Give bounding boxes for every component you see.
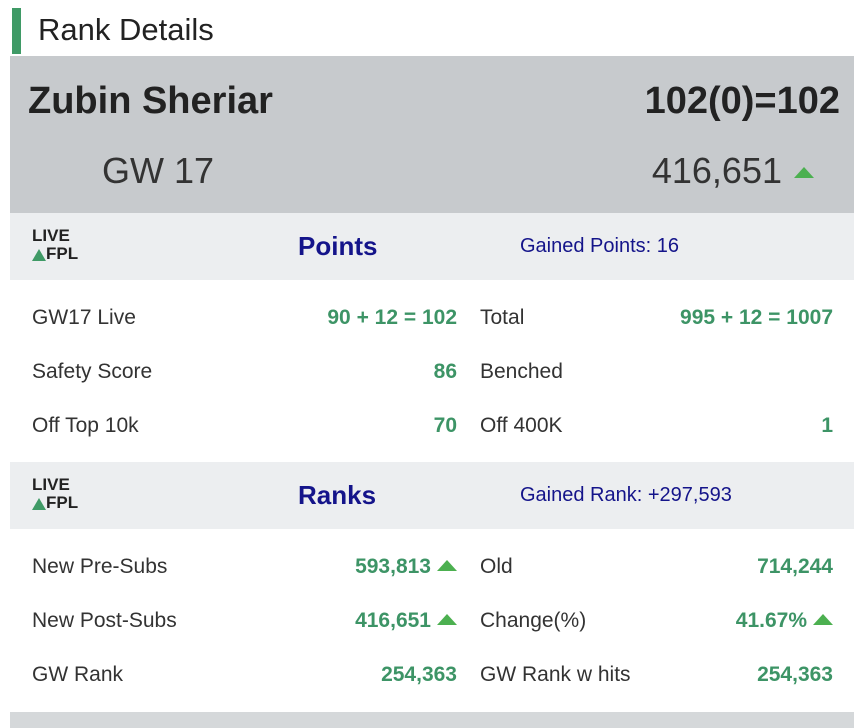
stat-row: GW17 Live 90 + 12 = 102 Total 995 + 12 = 10… — [10, 292, 854, 346]
stat-label: Change(%) — [480, 609, 587, 632]
stat-label: Total — [480, 306, 525, 329]
logo-bottom: FPL — [32, 245, 78, 263]
section-header: LIVE FPL Ranks Gained Rank: +297,593 — [10, 462, 854, 529]
gained-text: Gained Rank: +297,593 — [520, 484, 732, 506]
stat-label: Safety Score — [32, 360, 153, 383]
manager-name: Zubin Sheriar — [28, 80, 273, 122]
section: LIVE FPL Ranks Gained Rank: +297,593 New Pre… — [10, 462, 854, 712]
stat-label: Old — [480, 555, 513, 578]
stat-value: 593,813 — [355, 555, 431, 578]
up-arrow — [437, 614, 457, 625]
logo: LIVE FPL — [32, 476, 78, 512]
stat-value: 86 — [433, 360, 457, 383]
section-title: Points — [298, 231, 378, 261]
stat-value: 1 — [821, 414, 833, 437]
section-header: LIVE FPL Points Gained Points: 16 — [10, 213, 854, 280]
stat-label: Off 400K — [480, 414, 563, 437]
stat-row: New Pre-Subs 593,813 Old 714,244 — [10, 541, 854, 595]
stat-value: 254,363 — [381, 663, 457, 686]
stat-label: New Post-Subs — [32, 609, 177, 632]
stat-value: 416,651 — [355, 609, 431, 632]
stat-row: Off Top 10k 70 Off 400K 1 — [10, 400, 854, 454]
logo-bottom: FPL — [32, 494, 78, 512]
up-arrow — [437, 560, 457, 571]
up-arrow — [813, 614, 833, 625]
stat-row: Safety Score 86 Benched — [10, 346, 854, 400]
summary-card: Zubin Sheriar 102(0)=102 GW 17 416,651 — [10, 56, 854, 213]
up-arrow — [788, 164, 814, 182]
footer-strip — [10, 712, 854, 728]
stat-label: Off Top 10k — [32, 414, 139, 437]
stat-row: New Post-Subs 416,651 Change(%) 41.67% — [10, 595, 854, 649]
score: 102(0)=102 — [644, 80, 840, 122]
stat-value: 70 — [433, 414, 457, 437]
section: LIVE FPL Points Gained Points: 16 GW17 Live 9… — [10, 213, 854, 463]
gained-text: Gained Points: 16 — [520, 235, 679, 257]
stat-label: New Pre-Subs — [32, 555, 168, 578]
logo-top: LIVE — [32, 226, 70, 245]
overall-rank: 416,651 — [651, 150, 782, 191]
stat-value: 41.67% — [735, 609, 807, 632]
stat-value: 995 + 12 = 1007 — [680, 306, 833, 329]
stat-label: GW Rank — [32, 663, 124, 686]
gameweek: GW 17 — [102, 150, 215, 191]
stat-value: 90 + 12 = 102 — [327, 306, 457, 329]
stat-value: 254,363 — [757, 663, 833, 686]
logo-top: LIVE — [32, 475, 70, 494]
page-title: Rank Details — [38, 12, 214, 47]
stat-label: GW Rank w hits — [480, 663, 631, 686]
stat-row: GW Rank 254,363 GW Rank w hits 254,363 — [10, 649, 854, 703]
stat-value: 714,244 — [757, 555, 833, 578]
section-title: Ranks — [298, 480, 377, 510]
stat-label: Benched — [480, 360, 563, 383]
stat-label: GW17 Live — [32, 306, 136, 329]
logo: LIVE FPL — [32, 227, 78, 263]
accent-bar — [12, 8, 21, 54]
